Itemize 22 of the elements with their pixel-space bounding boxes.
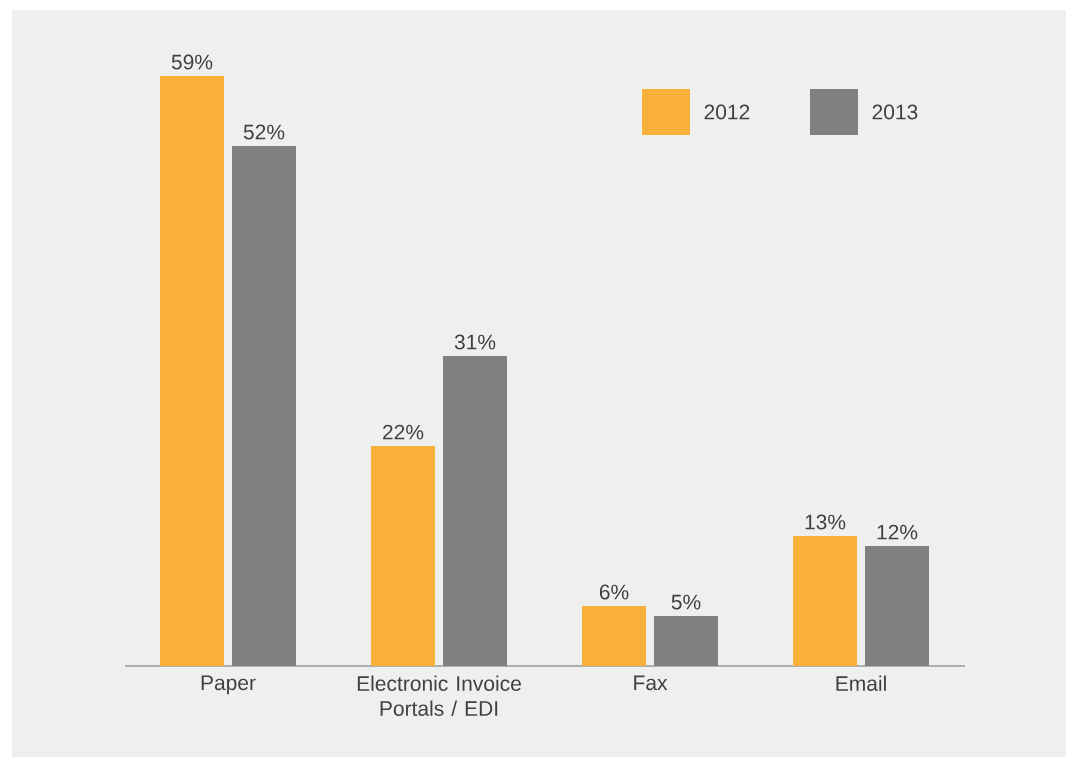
data-label: 12% <box>877 524 918 540</box>
x-tick-label: Fax <box>634 675 668 691</box>
bar <box>371 446 436 666</box>
bar <box>865 546 930 666</box>
bar <box>160 75 224 666</box>
bar <box>232 145 297 666</box>
legend-label: 2012 <box>704 104 750 120</box>
bar <box>654 616 719 666</box>
data-label: 13% <box>805 514 846 530</box>
data-label: 6% <box>599 584 629 600</box>
bar <box>443 355 508 666</box>
data-label: 52% <box>243 124 285 140</box>
data-label: 59% <box>171 54 213 70</box>
x-tick-label: Email <box>836 675 886 691</box>
legend-label: 2013 <box>872 104 918 120</box>
bar <box>582 606 647 666</box>
x-tick-label: Paper <box>201 675 256 695</box>
x-tick-label: Electronic Invoice Portals / EDI <box>357 675 521 716</box>
data-label: 22% <box>383 424 424 440</box>
data-label: 31% <box>454 334 496 350</box>
bar <box>793 536 858 666</box>
data-label: 5% <box>671 594 701 610</box>
